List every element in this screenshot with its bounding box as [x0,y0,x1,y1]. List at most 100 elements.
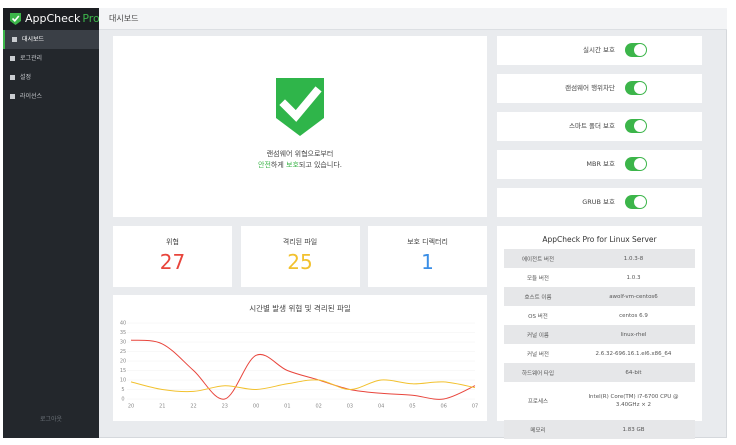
x-tick-label: 01 [284,404,290,410]
menu-item[interactable]: 설정 [3,68,99,87]
y-tick-label: 15 [120,368,126,374]
info-key: 커널 이름 [527,332,549,339]
info-key: 메모리 [530,427,546,434]
y-tick-label: 5 [121,387,124,393]
info-value: linux-rhel [620,331,647,338]
stat-card: 위협 27 [113,226,232,287]
y-tick-label: 30 [120,340,126,346]
protection-row: 실시간 보호 [497,36,702,65]
toggle[interactable] [625,195,647,209]
stat-card: 격리된 파일 25 [240,226,360,287]
x-tick-label: 20 [128,404,134,410]
info-value: Intel(R) Core(TM) i7-6700 CPU @ 3.40GHz … [588,394,679,408]
x-tick-label: 05 [409,404,415,410]
info-key: OS 버전 [528,313,548,320]
info-title: AppCheck Pro for Linux Server [542,235,657,244]
toggle-knob [634,196,646,208]
chart-panel: 시간별 발생 위협 및 격리된 파일 0 5 10 15 20 25 30 35 40 20 21 2… [113,295,487,421]
protection-row: 스마트 폴더 보호 [497,112,702,141]
toggle[interactable] [625,157,647,171]
protection-label: MBR 보호 [586,160,615,168]
line-series [130,339,476,400]
menu-icon [10,94,15,99]
info-key: 모듈 버전 [527,275,549,282]
info-value: centos 6.9 [619,312,648,319]
info-value: 64-bit [625,369,642,376]
stat-value: 1 [421,250,434,274]
protection-row: MBR 보호 [497,150,702,179]
info-row: OS 버전 centos 6.9 [504,306,695,325]
info-key: 커널 버전 [527,351,549,358]
x-tick-label: 02 [315,404,321,410]
info-key: 프로세스 [527,399,549,405]
x-tick-label: 22 [190,404,196,410]
protection-label: GRUB 보호 [582,198,615,206]
protection-label: 스마트 폴더 보호 [569,122,615,130]
toggle[interactable] [625,119,647,133]
x-tick-label: 03 [347,404,353,410]
protection-label: 랜섬웨어 행위차단 [565,84,615,92]
logo-icon [10,13,21,25]
menu-icon [10,56,15,61]
status-text: 랜섬웨어 위협으로부터 안전하게 보호되고 있습니다. [113,149,487,171]
menu-label: 로그관리 [20,55,43,62]
info-panel: AppCheck Pro for Linux Server 에이전트 버전 1.0… [497,226,702,439]
stat-card: 보호 디렉터리 1 [368,226,487,287]
status-text-part: 보호 [286,161,299,169]
menu-label: 대시보드 [22,36,45,43]
stat-label: 위협 [166,238,179,246]
info-value: 2.6.32-696.16.1.el6.x86_64 [595,350,672,357]
info-row: 호스트 이름 awolf-vm-centos6 [504,287,695,306]
menu-item[interactable]: 대시보드 [3,30,99,49]
info-row: 커널 이름 linux-rhel [504,325,695,344]
menu-icon [12,37,17,42]
toggle[interactable] [625,43,647,57]
stat-label: 격리된 파일 [282,238,318,246]
protection-row: GRUB 보호 [497,188,702,217]
x-tick-label: 06 [441,404,447,410]
status-line: 안전하게 보호되고 있습니다. [113,160,487,171]
status-line: 랜섬웨어 위협으로부터 [266,150,334,158]
info-row: 에이전트 버전 1.0.3-8 [504,249,695,268]
toggle-knob [634,44,646,56]
logout[interactable]: 로그아웃 [39,416,63,423]
info-value: 1.83 GB [622,426,645,433]
info-row: 모듈 버전 1.0.3 [504,268,695,287]
brand: AppCheck [25,12,81,25]
menu-label: 라이선스 [20,93,43,100]
menu-item[interactable]: 라이선스 [3,87,99,106]
y-tick-label: 40 [120,321,126,327]
toggle-knob [634,120,646,132]
menu-icon [10,75,15,80]
info-key: 하드웨어 타입 [521,370,555,377]
info-key: 호스트 이름 [524,294,552,301]
x-tick-label: 00 [253,404,259,410]
status-text-part: 되고 있습니다. [298,161,342,169]
x-tick-label: 23 [222,404,228,410]
status-panel: 랜섬웨어 위협으로부터 안전하게 보호되고 있습니다. [113,36,487,217]
brand-suffix: Pro [82,12,100,25]
status-text-part: 안전 [258,161,271,169]
info-row: 커널 버전 2.6.32-696.16.1.el6.x86_64 [504,344,695,363]
menu-item[interactable]: 로그관리 [3,49,99,68]
toggle-knob [634,158,646,170]
header-title: 대시보드 [109,14,139,23]
y-tick-label: 20 [120,359,126,365]
status-text-part: 하게 [270,161,286,169]
shield-icon [276,78,324,136]
toggle-knob [634,82,646,94]
line-series [130,379,476,393]
info-value: 1.0.3-8 [623,255,644,262]
y-tick-label: 0 [121,397,124,403]
protection-row: 랜섬웨어 행위차단 [497,74,702,103]
x-tick-label: 07 [472,404,478,410]
info-row: 프로세스 Intel(R) Core(TM) i7-6700 CPU @ 3.40… [504,382,695,420]
logo[interactable]: AppCheck Pro [3,8,100,30]
protection-label: 실시간 보호 [583,46,615,54]
y-tick-label: 25 [120,349,126,355]
toggle[interactable] [625,81,647,95]
info-value: awolf-vm-centos6 [609,293,658,300]
